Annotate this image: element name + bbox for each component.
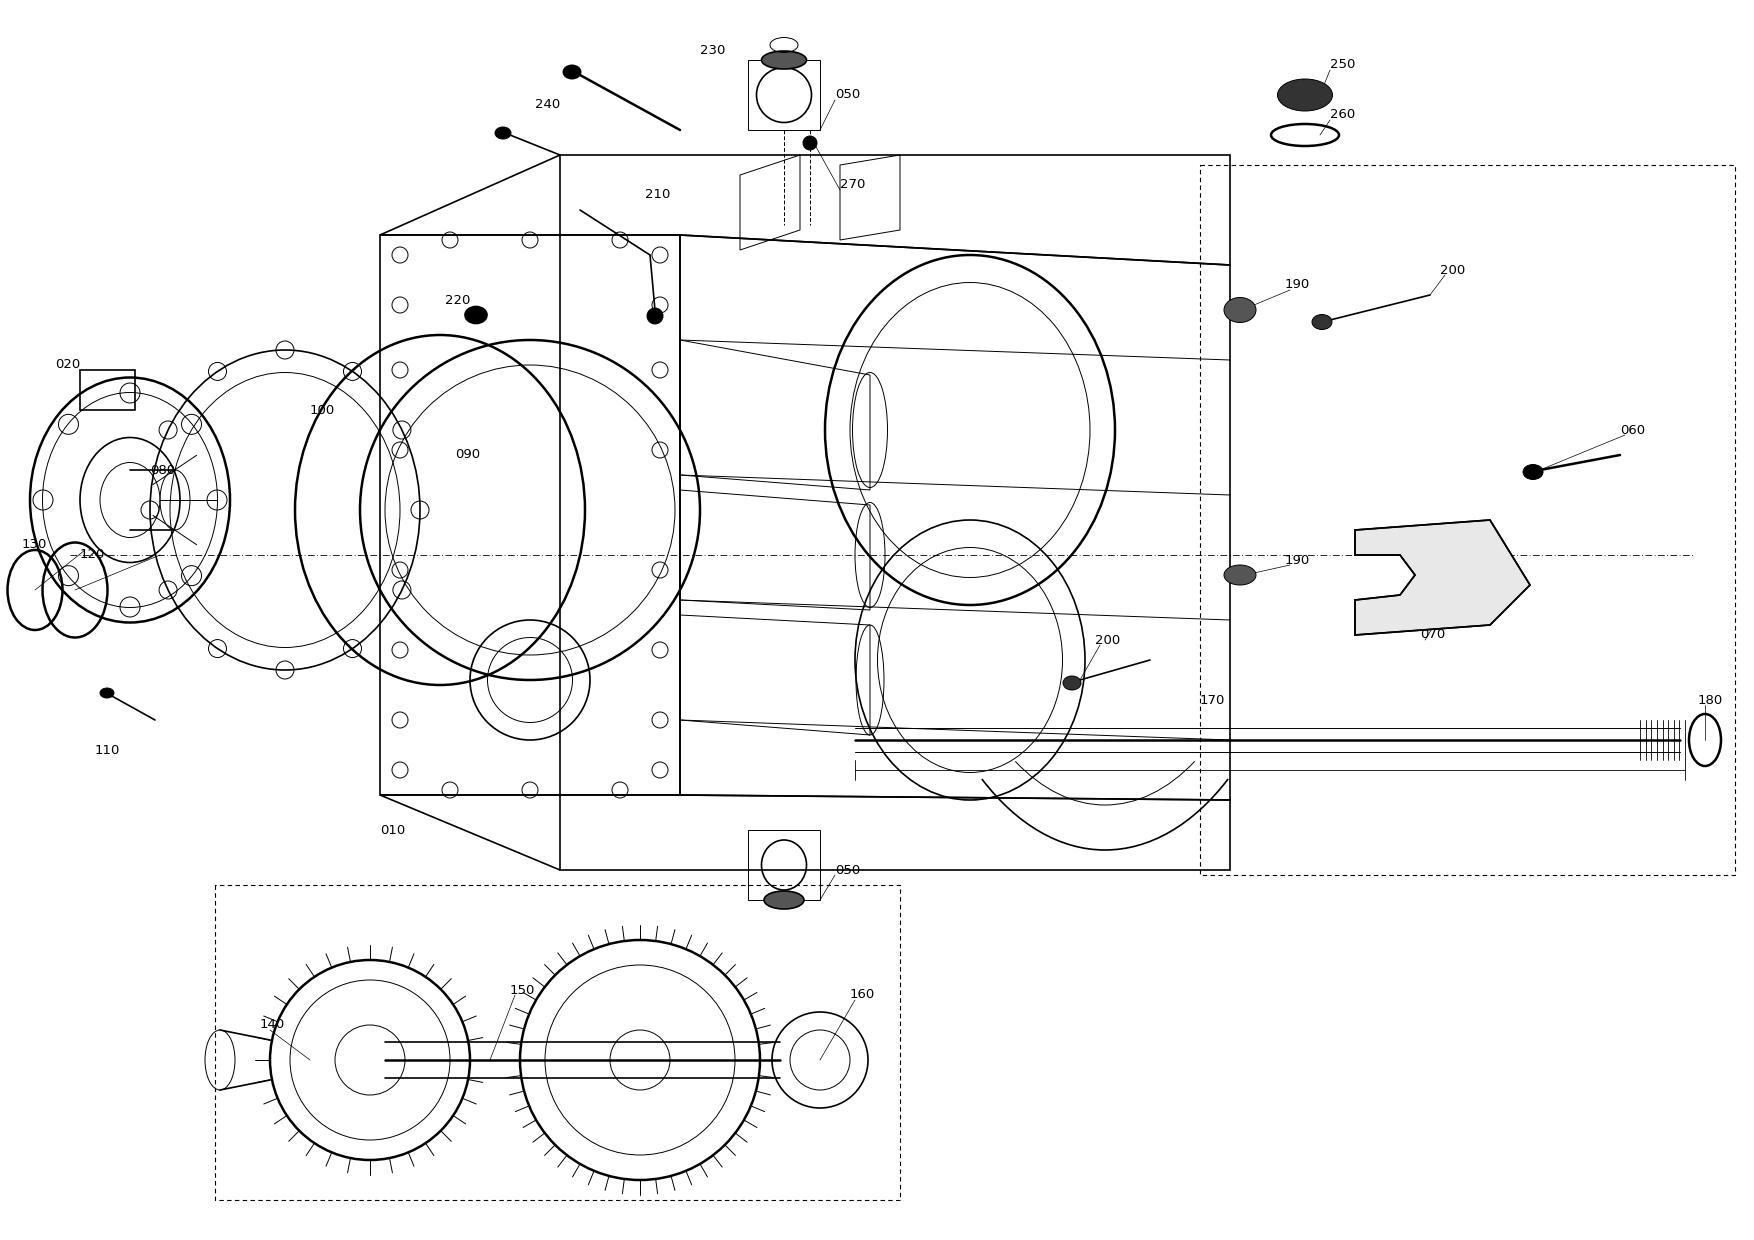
- Ellipse shape: [1522, 465, 1544, 480]
- Text: 120: 120: [81, 548, 105, 562]
- Ellipse shape: [1277, 79, 1333, 112]
- Text: 260: 260: [1330, 109, 1356, 122]
- Circle shape: [803, 136, 817, 150]
- Text: 080: 080: [151, 464, 175, 476]
- Text: 060: 060: [1621, 424, 1645, 436]
- Text: 090: 090: [454, 449, 481, 461]
- Text: 050: 050: [835, 88, 859, 102]
- Text: 140: 140: [260, 1018, 286, 1032]
- Text: 240: 240: [535, 98, 560, 112]
- Text: 170: 170: [1200, 693, 1226, 707]
- Text: 110: 110: [95, 744, 121, 756]
- Ellipse shape: [465, 306, 488, 324]
- Ellipse shape: [100, 688, 114, 698]
- Text: 190: 190: [1286, 279, 1310, 291]
- Text: 250: 250: [1330, 58, 1356, 72]
- Text: 180: 180: [1698, 693, 1722, 707]
- Text: 160: 160: [851, 988, 875, 1002]
- Text: 200: 200: [1094, 634, 1121, 646]
- Text: 200: 200: [1440, 264, 1465, 277]
- Text: 150: 150: [510, 983, 535, 997]
- Text: 050: 050: [835, 863, 859, 877]
- Text: 270: 270: [840, 179, 865, 191]
- Text: 010: 010: [381, 823, 405, 837]
- Ellipse shape: [1063, 676, 1080, 689]
- Polygon shape: [1356, 520, 1529, 635]
- Text: 220: 220: [446, 294, 470, 306]
- Text: 230: 230: [700, 43, 726, 57]
- Text: 020: 020: [54, 358, 81, 372]
- Ellipse shape: [1224, 298, 1256, 322]
- Ellipse shape: [1312, 315, 1331, 330]
- Circle shape: [647, 308, 663, 324]
- Ellipse shape: [761, 51, 807, 69]
- Ellipse shape: [495, 126, 510, 139]
- Ellipse shape: [563, 64, 581, 79]
- Text: 210: 210: [645, 188, 670, 201]
- Text: 100: 100: [310, 403, 335, 417]
- Ellipse shape: [1224, 565, 1256, 585]
- Ellipse shape: [765, 892, 803, 909]
- Text: 130: 130: [23, 538, 47, 552]
- Text: 070: 070: [1421, 629, 1445, 641]
- Text: 190: 190: [1286, 553, 1310, 567]
